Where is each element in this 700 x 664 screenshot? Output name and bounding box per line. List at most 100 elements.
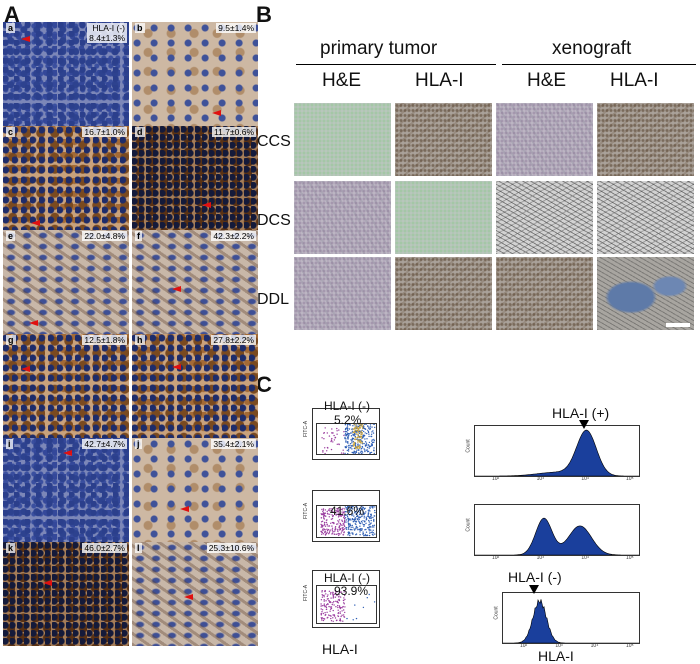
micrograph-ddl-xeno-he	[496, 257, 593, 330]
ihc-value-g: 12.5±1.8%	[82, 335, 127, 345]
ihc-value-e: 22.0±4.8%	[82, 231, 127, 241]
ihc-sublabel-l: l	[135, 543, 142, 553]
ihc-value-i: 42.7±4.7%	[82, 439, 127, 449]
hist-tick-label: 10²	[492, 476, 500, 482]
ihc-image-h	[132, 334, 258, 438]
ihc-sublabel-f: f	[135, 231, 142, 241]
histogram-2-area	[475, 517, 639, 556]
col-header-he-2: H&E	[527, 70, 567, 91]
dot-plot-1-pct: 5.2%	[334, 413, 362, 427]
ihc-image-g	[3, 334, 129, 438]
ihc-value-j: 35.4±2.1%	[211, 439, 256, 449]
row-label-ddl: DDL	[257, 291, 290, 308]
ihc-image-e	[3, 230, 129, 334]
ihc-tile-e: e 22.0±4.8%	[3, 230, 129, 334]
ihc-tile-h: h 27.8±2.2%	[132, 334, 258, 438]
histogram-1-svg	[475, 429, 639, 477]
panel-a-letter: A	[4, 2, 20, 27]
dot-plot-2-gate	[316, 505, 377, 538]
micrograph-ccs-xeno-he	[496, 103, 593, 176]
dot-plot-3-title: HLA-I (-)	[324, 571, 370, 585]
dot-plot-xlabel: HLA-I	[322, 641, 358, 657]
ihc-sublabel-h: h	[135, 335, 145, 345]
red-arrow-icon	[63, 450, 72, 456]
hist-2-ylabel: Count	[465, 518, 472, 532]
ihc-tile-i: i 42.7±4.7%	[3, 438, 129, 542]
red-arrow-icon	[172, 364, 181, 370]
ihc-image-f	[132, 230, 258, 334]
scale-bar	[666, 323, 690, 327]
down-arrow-icon-2	[529, 585, 539, 594]
col-header-he-1: H&E	[322, 70, 362, 91]
ihc-image-k	[3, 542, 129, 646]
dot-plot-2-svg	[320, 505, 376, 537]
red-arrow-icon	[180, 506, 189, 512]
red-arrow-icon	[21, 36, 30, 42]
histogram-2	[474, 504, 640, 556]
ihc-tile-g: g 12.5±1.8%	[3, 334, 129, 438]
ihc-sublabel-c: c	[6, 127, 16, 137]
hist-tick-label: 10⁵	[626, 643, 634, 649]
micrograph-ccs-primary-he	[294, 103, 391, 176]
ihc-value-a: HLA-I (-) 8.4±1.3%	[87, 23, 127, 43]
dot-plot-3-pct: 93.9%	[334, 584, 369, 598]
micrograph-ddl-primary-hla	[395, 257, 492, 330]
group-header-primary-tumor: primary tumor	[320, 38, 438, 59]
row-label-ccs: CCS	[257, 133, 291, 150]
histogram-3	[502, 592, 640, 644]
dot-plot-3-svg	[320, 589, 376, 622]
hist-tick-label: 10⁴	[581, 476, 590, 482]
micrograph-dcs-primary-he	[294, 181, 391, 254]
dot-plot-2	[312, 490, 380, 542]
red-arrow-icon	[29, 320, 38, 326]
red-arrow-icon	[21, 366, 30, 372]
hist-tick-label: 10²	[520, 643, 528, 649]
ihc-tile-c: c 16.7±1.0%	[3, 126, 129, 230]
ihc-sublabel-i: i	[6, 439, 13, 449]
histogram-2-label: HLA-I (-)	[508, 569, 562, 585]
panel-c-letter: C	[256, 372, 272, 397]
ihc-sublabel-g: g	[6, 335, 16, 345]
red-arrow-icon	[184, 594, 193, 600]
dot-plot-1-gate	[316, 423, 377, 455]
ihc-image-d	[132, 126, 258, 230]
hist-tick-label: 10³	[536, 476, 544, 482]
col-header-hla-1: HLA-I	[415, 70, 464, 91]
hist-tick-label: 10⁴	[581, 555, 590, 561]
ihc-value-d: 11.7±0.6%	[212, 127, 256, 137]
red-arrow-icon	[43, 580, 52, 586]
micrograph-ddl-xeno-hla	[597, 257, 694, 330]
red-arrow-icon	[202, 202, 211, 208]
histogram-3-area	[503, 598, 639, 644]
dot-plot-1-title: HLA-I (-)	[324, 399, 370, 413]
hist-tick-label: 10⁴	[590, 643, 599, 649]
ihc-image-c	[3, 126, 129, 230]
ihc-tile-j: j 35.4±2.1%	[132, 438, 258, 542]
ihc-value-c: 16.7±1.0%	[82, 127, 127, 137]
ihc-value-b: 9.5±1.4%	[216, 23, 256, 33]
dot-plot-3	[312, 570, 380, 628]
group-underline-primary	[296, 64, 496, 65]
ihc-image-b	[132, 22, 258, 126]
col-header-hla-2: HLA-I	[610, 70, 659, 91]
histogram-1	[474, 425, 640, 477]
ihc-tile-a: a HLA-I (-) 8.4±1.3%	[3, 22, 129, 126]
group-header-xenograft: xenograft	[552, 38, 632, 59]
histogram-xlabel: HLA-I	[538, 648, 574, 664]
histogram-3-svg	[503, 598, 639, 644]
ihc-image-j	[132, 438, 258, 542]
hist-tick-label: 10⁵	[626, 555, 634, 561]
hist-tick-label: 10³	[536, 555, 544, 561]
micrograph-ccs-xeno-hla	[597, 103, 694, 176]
ihc-sublabel-j: j	[135, 439, 142, 449]
ihc-tile-b: b 9.5±1.4%	[132, 22, 258, 126]
red-arrow-icon	[31, 220, 40, 226]
ihc-value-f: 42.3±2.2%	[211, 231, 256, 241]
micrograph-ddl-primary-he	[294, 257, 391, 330]
ihc-sublabel-d: d	[135, 127, 145, 137]
dot-plot-1	[312, 408, 380, 460]
down-arrow-icon	[579, 420, 589, 429]
hist-tick-label: 10²	[492, 555, 500, 561]
hist-3-ylabel: Count	[493, 606, 500, 620]
hist-1-ylabel: Count	[465, 439, 472, 453]
